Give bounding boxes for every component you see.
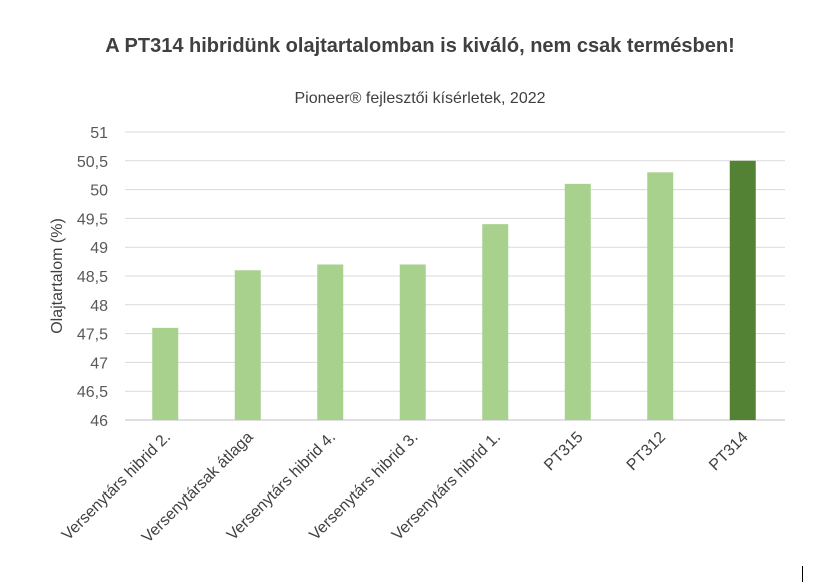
x-tick-label: PT314 [706, 429, 751, 474]
bar [729, 160, 756, 421]
y-tick-label: 49 [90, 240, 108, 257]
y-tick-label: 47,5 [77, 327, 108, 344]
y-tick-label: 46 [90, 413, 108, 430]
y-tick-label: 50 [90, 183, 108, 200]
chart-title: A PT314 hibridünk olajtartalomban is kiv… [105, 35, 735, 57]
bar [234, 270, 261, 420]
bar [482, 224, 509, 420]
y-tick-label: 48 [90, 298, 108, 315]
text-cursor [802, 566, 803, 582]
y-axis-label: Olajtartalom (%) [49, 218, 66, 334]
y-tick-label: 49,5 [77, 211, 108, 228]
gridlines [125, 131, 785, 421]
bar [647, 172, 674, 420]
y-tick-label: 50,5 [77, 154, 108, 171]
bar [564, 183, 591, 420]
y-tick-label: 46,5 [77, 384, 108, 401]
y-tick-label: 47 [90, 355, 108, 372]
y-tick-label: 48,5 [77, 269, 108, 286]
x-axis-labels: Versenytárs hibrid 2.Versenytársak átlag… [59, 429, 752, 547]
chart-subtitle: Pioneer® fejlesztői kísérletek, 2022 [294, 90, 546, 107]
y-axis-ticks: 46 46,5 47 47,5 48 48,5 49 49,5 50 50,5 51 [77, 125, 108, 430]
x-tick-label: PT312 [624, 429, 669, 474]
bar [152, 327, 179, 420]
bar [399, 264, 426, 420]
bars [152, 160, 756, 421]
x-tick-label: PT315 [541, 429, 586, 474]
y-tick-label: 51 [90, 125, 108, 142]
bar [317, 264, 344, 420]
